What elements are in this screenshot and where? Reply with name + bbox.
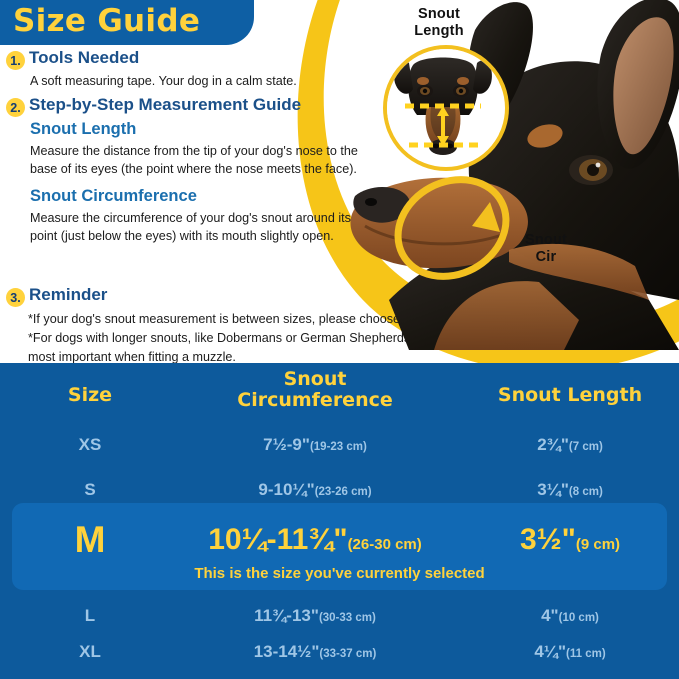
- subsection-snout-length-title: Snout Length: [30, 120, 137, 138]
- cell-len-cm: (7 cm): [568, 441, 603, 453]
- doberman-photo: [349, 0, 679, 350]
- size-chart-table: Size Snout Circumference Snout Length XS…: [0, 363, 679, 679]
- step-number-badge-3: 3.: [6, 288, 25, 307]
- column-header-circ-line2: Circumference: [237, 389, 393, 412]
- section-tools-needed: 1. Tools Needed A soft measuring tape. Y…: [6, 48, 297, 90]
- cell-circ-cm: (33-37 cm): [319, 648, 377, 660]
- doberman-illustration: [350, 0, 679, 350]
- cell-circ-cm: (26-30 cm): [347, 536, 422, 553]
- section-1-body: A soft measuring tape. Your dog in a cal…: [30, 74, 297, 88]
- subsection-snout-circumference-body: Measure the circumference of your dog's …: [30, 211, 391, 244]
- cell-size: S: [84, 480, 96, 499]
- table-row[interactable]: L 11¾-13"(30-33 cm) 4"(10 cm): [0, 599, 679, 633]
- table-row[interactable]: XS 7½-9"(19-23 cm) 2¾"(7 cm): [0, 428, 679, 462]
- cell-circ-cm: (19-23 cm): [309, 441, 367, 453]
- table-header-row: Size Snout Circumference Snout Length: [0, 363, 679, 421]
- subsection-snout-length-body: Measure the distance from the tip of you…: [30, 143, 358, 177]
- table-row-selected[interactable]: M 10¼-11¾"(26-30 cm) 3½"(9 cm) This is t…: [12, 503, 667, 590]
- cell-length: 3½"(9 cm): [470, 525, 670, 555]
- reminder-note-1: *If your dog's snout measurement is betw…: [28, 312, 496, 326]
- section-1-heading: 1. Tools Needed: [6, 48, 297, 70]
- cell-size: XL: [79, 642, 101, 661]
- cell-circ-inches: 9-10¼": [258, 480, 315, 499]
- column-header-snout-length: Snout Length: [497, 384, 643, 406]
- cell-circ-inches: 10¼-11¾": [208, 523, 348, 556]
- cell-len-inches: 4¼": [534, 642, 567, 661]
- section-3-title: Reminder: [29, 285, 108, 304]
- cell-circumference: 11¾-13"(30-33 cm): [190, 606, 440, 626]
- snout-circumference-label: Snout Cir: [505, 232, 587, 265]
- cell-len-inches: 4": [541, 606, 559, 625]
- column-header-snout-circumference: Snout Circumference: [190, 368, 440, 412]
- cell-len-cm: (8 cm): [568, 486, 603, 498]
- cell-len-cm: (10 cm): [558, 612, 599, 624]
- cell-circ-inches: 13-14½": [253, 642, 320, 661]
- snout-cir-label-line1: Snout: [524, 232, 568, 248]
- cell-circ-cm: (23-26 cm): [314, 486, 372, 498]
- cell-circumference: 9-10¼"(23-26 cm): [190, 480, 440, 500]
- cell-circumference: 10¼-11¾"(26-30 cm): [190, 525, 440, 555]
- section-2-title: Step-by-Step Measurement Guide: [29, 95, 302, 114]
- cell-circumference: 7½-9"(19-23 cm): [190, 435, 440, 455]
- cell-size: XS: [78, 435, 102, 454]
- section-3-heading: 3. Reminder: [6, 285, 588, 307]
- selected-size-note: This is the size you've currently select…: [194, 565, 485, 582]
- table-row[interactable]: S 9-10¼"(23-26 cm) 3¼"(8 cm): [0, 473, 679, 507]
- cell-circumference: 13-14½"(33-37 cm): [190, 642, 440, 662]
- cell-circ-inches: 7½-9": [263, 435, 310, 454]
- cell-len-cm: (11 cm): [566, 648, 606, 660]
- cell-length: 2¾"(7 cm): [470, 435, 670, 455]
- page-title: Size Guide: [13, 3, 201, 39]
- table-row[interactable]: XL 13-14½"(33-37 cm) 4¼"(11 cm): [0, 635, 679, 669]
- subsection-snout-circumference-title: Snout Circumference: [30, 187, 197, 206]
- cell-len-inches: 3½": [519, 523, 576, 556]
- instructions-panel: Size Guide 1. Tools Needed A soft measur…: [0, 0, 679, 363]
- snout-length-inset-diagram: [383, 45, 509, 171]
- cell-size: M: [74, 519, 106, 560]
- page-header-banner: Size Guide: [0, 0, 254, 45]
- cell-len-cm: (9 cm): [575, 536, 621, 553]
- snout-length-label-line1: Snout: [417, 6, 461, 22]
- section-2-heading: 2. Step-by-Step Measurement Guide: [6, 95, 396, 117]
- section-1-title: Tools Needed: [29, 48, 140, 67]
- cell-length: 4¼"(11 cm): [470, 642, 670, 662]
- frontal-dog-head: [387, 49, 499, 161]
- snout-length-label-line2: Length: [414, 22, 464, 39]
- column-header-size: Size: [67, 384, 113, 406]
- section-measurement-guide: 2. Step-by-Step Measurement Guide Snout …: [6, 95, 396, 246]
- step-number-badge-1: 1.: [6, 51, 25, 70]
- step-number-badge-2: 2.: [6, 98, 25, 117]
- cell-len-inches: 3¼": [537, 480, 569, 499]
- snout-circumference-loop: [394, 176, 510, 280]
- snout-cir-label-line2: Cir: [535, 248, 557, 265]
- column-header-circ-line1: Snout: [283, 368, 347, 390]
- snout-length-label: Snout Length: [393, 6, 485, 39]
- cell-len-inches: 2¾": [537, 435, 569, 454]
- cell-circ-cm: (30-33 cm): [318, 612, 376, 624]
- cell-circ-inches: 11¾-13": [254, 606, 319, 625]
- cell-size: L: [84, 606, 96, 625]
- cell-length: 4"(10 cm): [470, 606, 670, 626]
- cell-length: 3¼"(8 cm): [470, 480, 670, 500]
